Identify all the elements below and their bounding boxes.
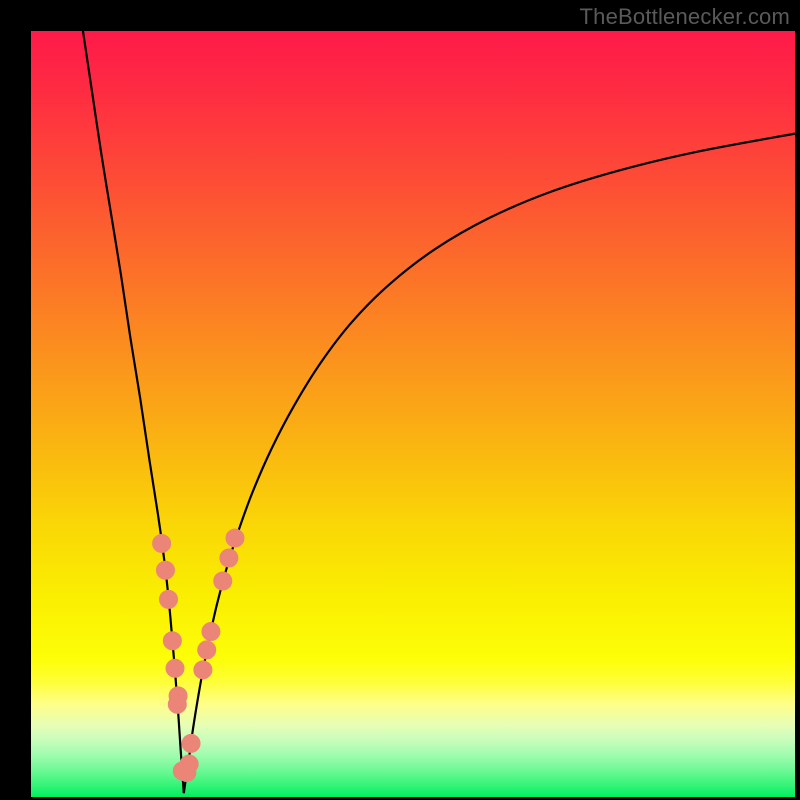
curve-marker [214,572,232,590]
watermark-label: TheBottlenecker.com [580,4,790,30]
curve-marker [198,641,216,659]
curve-marker [202,623,220,641]
curve-marker [194,661,212,679]
curve-marker [156,561,174,579]
plot-area [31,31,795,797]
curve-markers [153,529,244,781]
chart-overlay-svg [31,31,795,797]
curve-marker [153,534,171,552]
curve-marker [163,632,181,650]
curve-marker [180,755,198,773]
curve-marker [220,549,238,567]
bottleneck-curve-left [83,31,184,793]
curve-marker [166,659,184,677]
curve-marker [182,734,200,752]
curve-marker [226,529,244,547]
chart-stage: TheBottlenecker.com [0,0,800,800]
curve-marker [160,590,178,608]
curve-marker [168,695,186,713]
bottleneck-curve-right [184,134,795,794]
